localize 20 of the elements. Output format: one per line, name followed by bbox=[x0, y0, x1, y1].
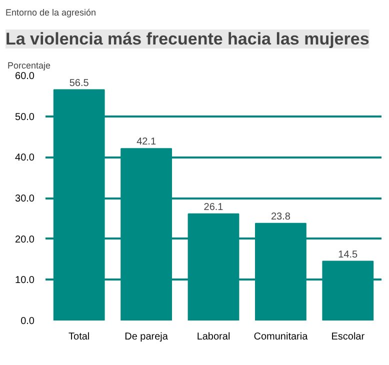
y-tick-label: 0.0 bbox=[20, 316, 35, 327]
x-tick-label: Total bbox=[68, 332, 90, 342]
chart-title: La violencia más frecuente hacia las mujeres bbox=[6, 30, 370, 48]
data-label: 14.5 bbox=[338, 249, 358, 260]
x-tick-label: Comunitaria bbox=[254, 332, 308, 342]
x-tick-label: Laboral bbox=[196, 332, 230, 342]
y-tick-label: 60.0 bbox=[15, 71, 35, 82]
data-label: 56.5 bbox=[69, 78, 90, 89]
chart-subtitle: Entorno de la agresión bbox=[6, 8, 96, 18]
data-label: 42.1 bbox=[136, 136, 156, 148]
x-tick-label: De pareja bbox=[124, 332, 168, 342]
y-tick-label: 30.0 bbox=[15, 194, 35, 204]
y-axis-title: Porcentaje bbox=[8, 60, 51, 70]
y-tick-label: 50.0 bbox=[15, 112, 35, 123]
data-label: 26.1 bbox=[204, 202, 224, 213]
y-tick-label: 40.0 bbox=[15, 152, 35, 164]
y-tick-label: 20.0 bbox=[15, 234, 35, 246]
x-tick-label: Escolar bbox=[331, 332, 366, 342]
y-tick-label: 10.0 bbox=[15, 275, 35, 286]
data-label: 23.8 bbox=[270, 211, 291, 222]
